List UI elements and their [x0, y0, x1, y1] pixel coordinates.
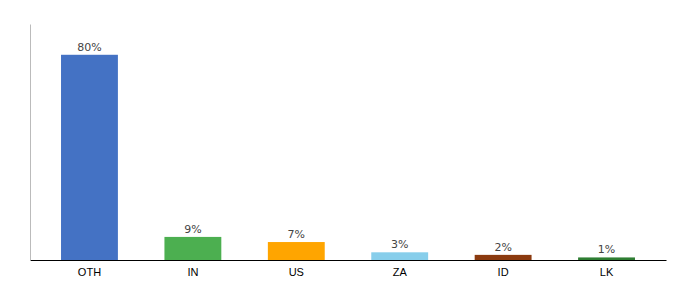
x-tick-label: ID [498, 266, 509, 278]
y-axis-line [30, 25, 31, 261]
data-label: 3% [391, 238, 408, 251]
x-tick-label: OTH [78, 266, 101, 278]
x-tick: US [289, 266, 304, 278]
x-tick: IN [187, 266, 198, 278]
y-axis [30, 25, 31, 261]
x-tick: OTH [78, 266, 101, 278]
data-label: 1% [598, 243, 615, 256]
data-labels: 80% 9% 7% 3% 2% 1% [77, 41, 615, 257]
plot: 80% 9% 7% 3% 2% 1% OTH IN US ZA ID LK [31, 25, 667, 279]
data-label: 80% [77, 41, 101, 54]
x-axis-line [31, 260, 667, 261]
data-label: 2% [494, 241, 511, 254]
x-tick-label: ZA [393, 266, 408, 278]
x-tick: LK [600, 266, 614, 278]
x-tick: ID [498, 266, 509, 278]
x-tick-label: LK [600, 266, 614, 278]
x-tick: ZA [393, 266, 408, 278]
bar [475, 255, 532, 260]
bars [61, 55, 635, 260]
data-label: 7% [288, 228, 305, 241]
bar [371, 252, 428, 260]
data-label: 9% [184, 223, 201, 236]
chart: 80% 9% 7% 3% 2% 1% OTH IN US ZA ID LK [0, 0, 680, 300]
bar [578, 257, 635, 260]
x-tick-label: IN [187, 266, 198, 278]
x-axis: OTH IN US ZA ID LK [31, 261, 667, 279]
x-tick-label: US [289, 266, 304, 278]
bar [164, 237, 221, 260]
bar [61, 55, 118, 260]
bar [268, 242, 325, 260]
